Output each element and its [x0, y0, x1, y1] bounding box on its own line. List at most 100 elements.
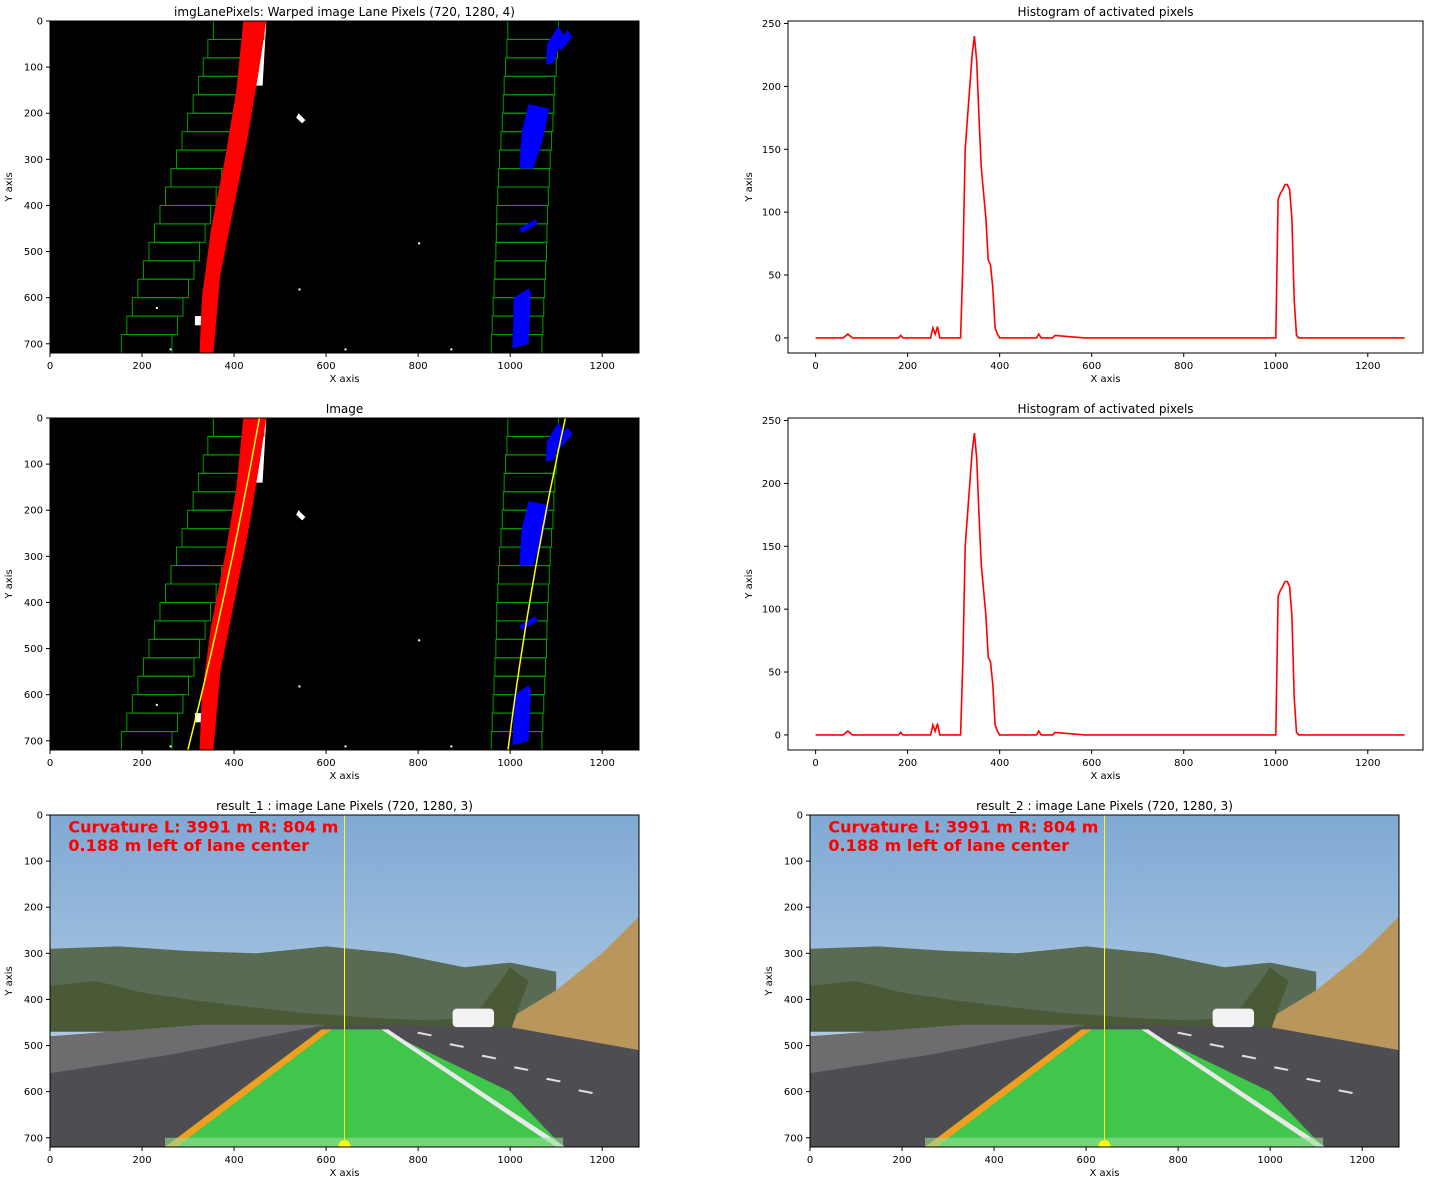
white-pixel: [344, 745, 347, 748]
plot-frame: [49, 20, 640, 354]
white-pixel: [298, 685, 301, 688]
chart-title: result_1 : image Lane Pixels (720, 1280,…: [216, 799, 473, 813]
axes-3: Histogram of activated pixels 0 200 400 600 8…: [744, 402, 1424, 782]
x-axis-label: X axis: [329, 771, 359, 782]
plot-frame: [809, 814, 1400, 1148]
y-tick-label: 100: [24, 460, 43, 471]
right-lane-pixels: [519, 501, 550, 566]
x-tick-label: 800: [409, 361, 428, 372]
left-lane-pixels: [199, 418, 267, 750]
x-tick-label: 400: [990, 758, 1009, 769]
y-tick-label: 150: [762, 542, 781, 553]
y-tick-label: 300: [24, 949, 43, 960]
warped-background: [50, 21, 639, 353]
histogram-series-line: [815, 36, 1405, 339]
y-tick-label: 50: [768, 668, 781, 679]
x-tick-label: 600: [1082, 361, 1101, 372]
chart-title: Image: [326, 402, 364, 416]
y-tick-label: 600: [24, 690, 43, 701]
y-tick-label: 0: [37, 414, 43, 425]
lane-dash: [1177, 1031, 1192, 1037]
right-lane-pixels: [512, 288, 531, 349]
x-tick-label: 600: [317, 361, 336, 372]
axes-2: Image 0 200 400 600 800 1000 1200 0 100 200 300 400 5…: [4, 402, 640, 782]
left-lane-line: [165, 1029, 332, 1147]
x-tick-label: 200: [132, 758, 151, 769]
y-axis-label: Y axis: [744, 569, 755, 599]
x-tick-label: 200: [898, 758, 917, 769]
lane-dash: [1209, 1043, 1225, 1048]
right-lane-pixels: [519, 616, 538, 631]
lane-dash: [513, 1066, 529, 1071]
white-pixel: [418, 639, 421, 642]
white-pixel: [155, 306, 158, 309]
x-tick-label: 200: [132, 1155, 151, 1166]
axes-4: result_1 : image Lane Pixels (720, 1280,…: [4, 799, 640, 1179]
x-tick-label: 200: [892, 1155, 911, 1166]
lane-dash: [417, 1031, 432, 1037]
y-tick-label: 0: [37, 17, 43, 28]
y-tick-label: 100: [24, 857, 43, 868]
x-axis-label: X axis: [1090, 374, 1120, 385]
y-tick-label: 300: [784, 949, 803, 960]
y-tick-label: 100: [784, 857, 803, 868]
barrier: [810, 1024, 1087, 1074]
right-lane-pixels: [519, 104, 550, 169]
lane-dash: [1306, 1077, 1321, 1083]
x-tick-label: 200: [132, 361, 151, 372]
vehicle-center-marker: [338, 1140, 351, 1147]
y-tick-label: 700: [784, 1133, 803, 1144]
lane-dash: [1273, 1066, 1289, 1071]
lane-dash: [449, 1043, 465, 1048]
chart-title: imgLanePixels: Warped image Lane Pixels …: [174, 5, 515, 19]
white-pixel: [169, 745, 172, 748]
vegetation: [50, 967, 529, 1032]
axes-5: result_2 : image Lane Pixels (720, 1280,…: [764, 799, 1400, 1179]
y-tick-label: 150: [762, 145, 781, 156]
road-image-5: Curvature L: 3991 m R: 804 m0.188 m left…: [810, 815, 1399, 1147]
x-axis-label: X axis: [1089, 1168, 1119, 1179]
left-lane-line: [925, 1029, 1092, 1147]
car: [452, 1008, 495, 1028]
x-tick-label: 1000: [1263, 361, 1288, 372]
plot-frame: [787, 20, 1424, 354]
white-pixel: [450, 348, 453, 351]
white-pixel: [418, 242, 421, 245]
lane-dash: [546, 1077, 561, 1083]
x-tick-label: 1000: [1263, 758, 1288, 769]
y-tick-label: 0: [37, 811, 43, 822]
white-pixel: [298, 288, 301, 291]
x-tick-label: 0: [47, 361, 53, 372]
lane-dash: [578, 1089, 593, 1094]
y-tick-label: 300: [24, 552, 43, 563]
x-tick-label: 800: [409, 1155, 428, 1166]
y-tick-label: 500: [24, 1041, 43, 1052]
overlay-text-line: Curvature L: 3991 m R: 804 m: [828, 818, 1098, 837]
lane-bottom-band: [165, 1137, 564, 1147]
plot-frame: [787, 417, 1424, 751]
chart-title: result_2 : image Lane Pixels (720, 1280,…: [976, 799, 1233, 813]
y-axis-label: Y axis: [4, 569, 15, 599]
y-tick-label: 700: [24, 1133, 43, 1144]
lane-dash: [481, 1054, 497, 1060]
x-tick-label: 0: [807, 1155, 813, 1166]
y-tick-label: 100: [762, 208, 781, 219]
right-lane-pixels: [512, 685, 531, 746]
warped-background: [50, 418, 639, 750]
x-tick-label: 0: [812, 758, 818, 769]
chart-title: Histogram of activated pixels: [1017, 5, 1193, 19]
x-tick-label: 1200: [589, 1155, 614, 1166]
x-tick-label: 400: [225, 1155, 244, 1166]
plot-frame: [49, 814, 640, 1148]
y-tick-label: 200: [762, 82, 781, 93]
x-tick-label: 400: [225, 758, 244, 769]
right-lane-pixels: [546, 422, 564, 462]
lane-dash: [1241, 1054, 1257, 1060]
x-tick-label: 600: [1077, 1155, 1096, 1166]
x-tick-label: 1000: [497, 1155, 522, 1166]
right-lane-pixels: [546, 25, 564, 65]
white-pixel: [344, 348, 347, 351]
x-tick-label: 800: [1174, 758, 1193, 769]
y-tick-label: 200: [784, 903, 803, 914]
white-pixel: [155, 703, 158, 706]
